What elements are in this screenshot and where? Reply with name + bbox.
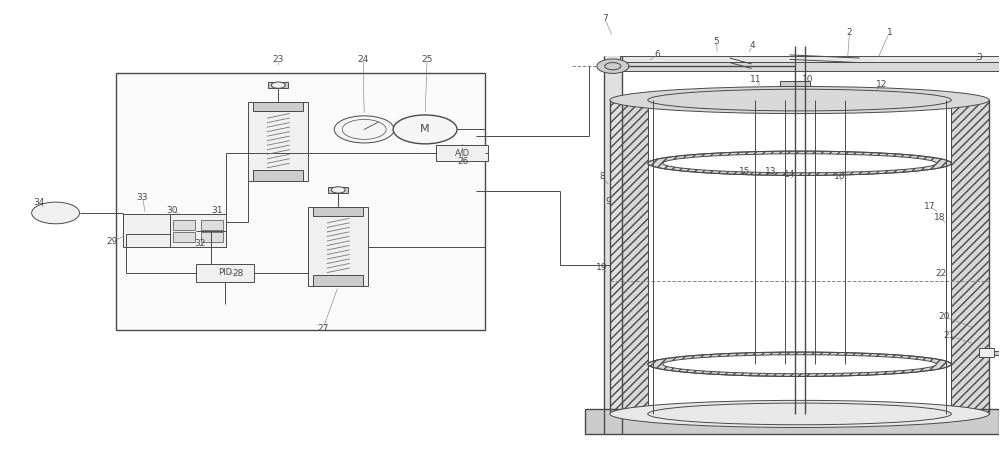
Bar — [116, 73, 485, 330]
Text: 26: 26 — [457, 158, 469, 166]
Bar — [620, 62, 999, 71]
Text: 23: 23 — [273, 55, 284, 64]
Bar — [170, 214, 226, 247]
Bar — [585, 410, 999, 434]
Bar — [308, 207, 368, 286]
Text: 33: 33 — [137, 193, 148, 202]
Bar — [201, 232, 223, 242]
Text: 19: 19 — [596, 263, 608, 272]
Text: A/D: A/D — [454, 149, 470, 158]
Text: 2: 2 — [847, 28, 852, 37]
Bar — [268, 82, 288, 88]
Text: 22: 22 — [936, 270, 947, 279]
Text: 8: 8 — [599, 172, 605, 181]
Ellipse shape — [648, 352, 951, 376]
Ellipse shape — [648, 151, 951, 175]
Text: 32: 32 — [195, 239, 206, 248]
Text: 7: 7 — [602, 14, 608, 23]
Text: 18: 18 — [934, 213, 945, 222]
Bar — [994, 351, 1000, 355]
Circle shape — [334, 116, 394, 143]
Bar — [253, 170, 303, 181]
Text: 21: 21 — [944, 331, 955, 340]
Text: 34: 34 — [33, 198, 44, 207]
Bar — [436, 145, 488, 161]
Circle shape — [331, 187, 345, 193]
Ellipse shape — [663, 154, 936, 173]
Text: 30: 30 — [167, 206, 178, 215]
Text: 1: 1 — [887, 28, 892, 37]
Text: 17: 17 — [924, 202, 935, 211]
Text: 20: 20 — [939, 312, 950, 321]
Bar — [610, 100, 648, 414]
Bar — [780, 81, 810, 89]
Bar — [951, 100, 989, 414]
Bar — [313, 207, 363, 216]
Text: 15: 15 — [739, 167, 750, 176]
Bar — [173, 232, 195, 242]
Circle shape — [32, 202, 80, 224]
Text: 27: 27 — [318, 323, 329, 333]
Bar — [620, 56, 999, 62]
Bar — [951, 100, 989, 414]
Text: 13: 13 — [765, 167, 776, 176]
Bar — [610, 100, 648, 414]
Text: 16: 16 — [834, 172, 845, 181]
Text: PID: PID — [218, 268, 232, 277]
Text: 9: 9 — [605, 197, 611, 206]
Text: 24: 24 — [358, 55, 369, 64]
Bar — [313, 275, 363, 286]
Text: 12: 12 — [876, 80, 887, 89]
Bar — [196, 264, 254, 282]
Ellipse shape — [610, 400, 989, 428]
Text: 28: 28 — [233, 270, 244, 279]
Text: 29: 29 — [107, 237, 118, 246]
Circle shape — [597, 59, 629, 73]
Text: 3: 3 — [976, 53, 982, 62]
Circle shape — [393, 115, 457, 144]
Text: 4: 4 — [750, 41, 755, 50]
Bar — [248, 102, 308, 181]
Bar — [123, 214, 170, 247]
Bar — [173, 220, 195, 230]
Bar — [201, 220, 223, 230]
Text: 31: 31 — [212, 206, 223, 215]
Text: 11: 11 — [750, 75, 761, 84]
Ellipse shape — [663, 355, 936, 374]
Text: 5: 5 — [713, 37, 719, 46]
Bar — [253, 102, 303, 111]
Text: M: M — [420, 125, 430, 135]
Text: 25: 25 — [421, 55, 433, 64]
Text: 6: 6 — [654, 50, 660, 59]
Bar — [979, 348, 994, 357]
Bar — [604, 56, 622, 434]
Ellipse shape — [610, 87, 989, 114]
Text: 14: 14 — [784, 170, 795, 179]
Bar — [328, 187, 348, 193]
Text: 10: 10 — [802, 75, 813, 84]
Circle shape — [271, 82, 285, 88]
